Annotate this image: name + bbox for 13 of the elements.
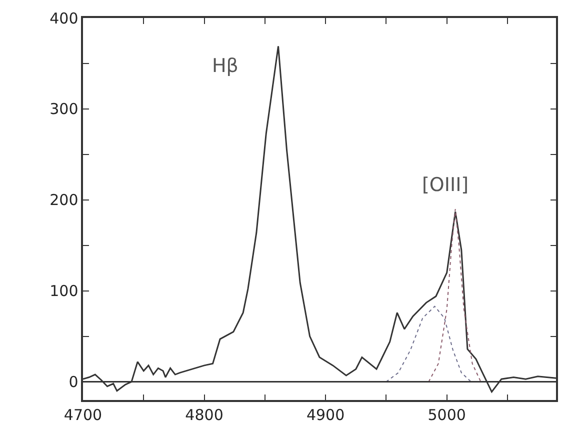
y-tick-label: 400 [50, 9, 78, 28]
y-tick-label: 300 [50, 100, 78, 118]
annotation: Hβ [212, 55, 238, 77]
x-tick-label: 5000 [428, 406, 466, 424]
y-tick-label: 100 [50, 282, 78, 300]
y-tick-label: 200 [50, 191, 78, 210]
annotation: [OIII] [422, 174, 469, 196]
y-tick-label: 0 [68, 373, 78, 392]
x-tick-label: 4700 [64, 406, 102, 424]
x-tick-label: 4900 [306, 406, 345, 424]
x-tick-label: 4800 [185, 406, 224, 424]
line-series [386, 306, 472, 382]
line-series [428, 208, 482, 382]
